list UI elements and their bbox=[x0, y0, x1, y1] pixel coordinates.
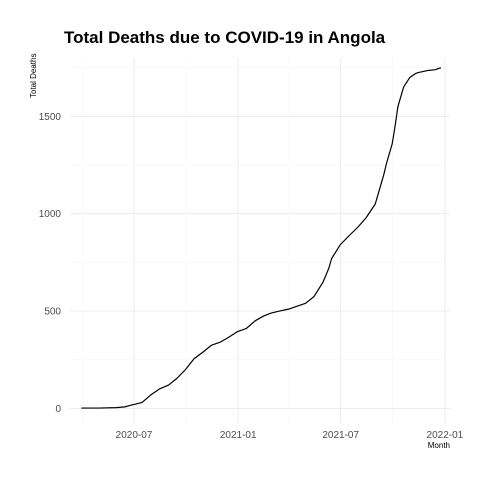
chart-title: Total Deaths due to COVID-19 in Angola bbox=[64, 28, 386, 47]
x-tick-label: 2021-01 bbox=[220, 430, 257, 441]
y-axis-label: Total Deaths bbox=[29, 54, 38, 98]
series-line-total-deaths bbox=[81, 67, 442, 409]
grid bbox=[70, 58, 450, 424]
x-tick-label: 2022-01 bbox=[427, 430, 464, 441]
y-axis-ticks: 0 500 1000 1500 bbox=[39, 112, 62, 415]
x-axis-label: Month bbox=[428, 441, 450, 450]
y-tick-label: 1500 bbox=[39, 112, 62, 123]
x-axis-ticks: 2020-07 2021-01 2021-07 2022-01 bbox=[116, 430, 464, 441]
y-tick-label: 500 bbox=[44, 307, 61, 318]
y-tick-label: 0 bbox=[55, 404, 61, 415]
x-tick-label: 2021-07 bbox=[322, 430, 359, 441]
x-tick-label: 2020-07 bbox=[116, 430, 153, 441]
y-tick-label: 1000 bbox=[39, 209, 62, 220]
